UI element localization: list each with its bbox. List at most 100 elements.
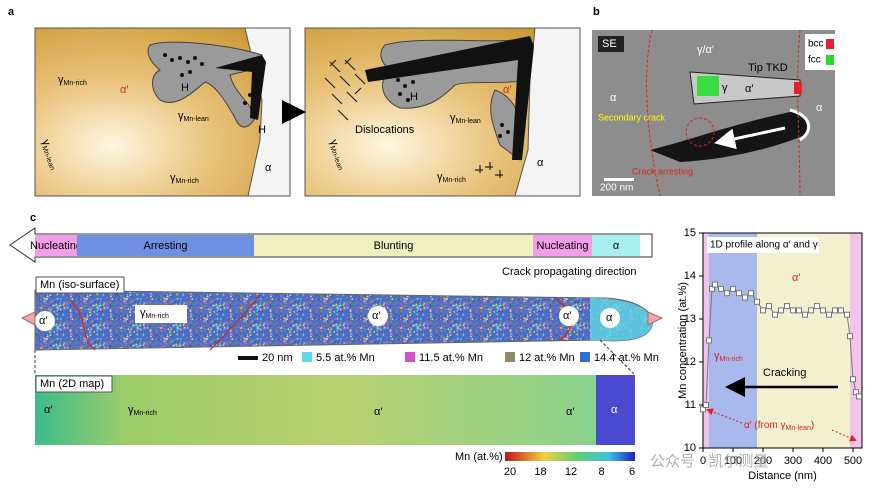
point <box>814 303 820 310</box>
legend-swatch <box>302 352 312 362</box>
phase-label: γMn-rich <box>140 307 169 320</box>
point <box>718 285 724 292</box>
phase-label: γMn-rich <box>170 172 199 185</box>
x-tick-label: 0 <box>700 455 706 467</box>
stage-label: α <box>613 240 620 252</box>
map-title: Mn (2D map) <box>40 378 104 390</box>
panel-a-left <box>34 27 291 197</box>
annotation: α′ <box>792 272 800 284</box>
phase-label: α′ <box>566 406 574 418</box>
iso-title: Mn (iso-surface) <box>40 279 119 291</box>
side-arrows <box>20 311 664 326</box>
point <box>796 307 802 314</box>
point <box>742 294 748 301</box>
stage-label: Arresting <box>143 240 187 252</box>
phase-label: α <box>606 312 613 324</box>
region <box>850 233 862 448</box>
stage-label: Nucleating <box>537 240 589 252</box>
point <box>703 402 709 408</box>
x-tick-label: 500 <box>844 455 862 467</box>
point <box>754 298 760 305</box>
projection-line <box>34 339 636 376</box>
phase-label: α′ <box>44 404 52 416</box>
point <box>712 281 718 288</box>
phase-label: α <box>611 404 618 416</box>
y-tick-label: 14 <box>684 270 696 282</box>
legend-label: 12 at.% Mn <box>519 352 575 364</box>
chart-title: 1D profile along α′ and γ <box>710 240 818 251</box>
annotation: γMn-rich <box>714 350 743 363</box>
phase-label: α′ <box>120 84 128 96</box>
phase-label: α′ <box>503 84 511 96</box>
phase-label: α′ <box>374 406 382 418</box>
phase-label: α <box>265 162 272 174</box>
annotation-main: γ <box>714 350 720 362</box>
region <box>757 233 850 448</box>
annotation: Secondary crack <box>598 112 666 122</box>
legend-label: 11.5 at.% Mn <box>419 352 483 364</box>
scale-bar <box>238 356 258 360</box>
phase-label: γMn-rich <box>58 74 87 87</box>
point <box>784 303 790 310</box>
phase-label: α <box>537 157 544 169</box>
colorbar-title: Mn (at.%) <box>455 451 503 463</box>
watermark: 公众号 · 凯尔测量 <box>650 453 768 470</box>
y-tick-label: 11 <box>685 399 696 411</box>
phase-label: α′ <box>372 310 380 322</box>
h-label: H <box>181 82 189 94</box>
region <box>709 233 757 448</box>
legend-label: fcc <box>808 55 821 66</box>
legend-label: bcc <box>808 39 824 50</box>
point <box>844 311 850 318</box>
annotation: Crack arresting <box>632 166 693 176</box>
panel-label: a <box>8 6 15 18</box>
point <box>706 337 712 344</box>
plot-frame <box>702 232 863 449</box>
phase-label: γMn-lean <box>178 110 209 123</box>
colorbar-tick-label: 6 <box>629 466 635 478</box>
scale-bar-label: 200 nm <box>600 183 633 194</box>
y-tick-label: 15 <box>684 227 696 239</box>
annotation: α′ (from γMn-lean) <box>744 420 814 432</box>
x-axis-label: Distance (nm) <box>748 470 816 482</box>
point <box>790 307 796 314</box>
point <box>802 311 808 318</box>
point <box>772 311 778 318</box>
title-box <box>707 237 819 253</box>
x-tick-label: 100 <box>724 455 742 467</box>
point <box>838 307 844 314</box>
phase-label: α <box>610 92 617 104</box>
dislocations-label: Dislocations <box>355 124 415 136</box>
annotation-arrow <box>831 429 857 442</box>
map-labels: α′ γMn-rich α′ α′ α <box>44 404 618 418</box>
point <box>760 307 766 314</box>
point <box>832 307 838 314</box>
x-tick-label: 300 <box>784 455 802 467</box>
point <box>847 333 853 340</box>
panel-label: b <box>593 6 600 18</box>
mn-map <box>35 375 635 445</box>
mode-label: SE <box>602 38 617 50</box>
panel-label: c <box>30 212 36 224</box>
legend-swatch <box>826 55 834 65</box>
phase-label: α′ <box>745 83 753 95</box>
annotation-sub: Mn-lean <box>786 425 811 432</box>
point <box>730 285 736 292</box>
stage <box>592 235 640 256</box>
colorbar-ticks: 20 18 12 8 6 <box>504 466 635 478</box>
y-tick-label: 10 <box>684 442 696 454</box>
mn-map-alpha <box>596 375 635 445</box>
phase-label: γMn-rich <box>128 404 157 417</box>
point <box>724 290 730 297</box>
stage <box>35 235 77 256</box>
phase-label: α <box>816 102 823 114</box>
stage <box>254 235 533 256</box>
phase-label: α′ <box>39 315 47 327</box>
point <box>778 307 784 314</box>
phase-label: γMn-lean <box>450 112 481 125</box>
legend-swatch <box>580 352 590 362</box>
point <box>820 307 826 314</box>
tkd-label: Tip TKD <box>748 62 788 74</box>
h-label: H <box>410 91 418 103</box>
